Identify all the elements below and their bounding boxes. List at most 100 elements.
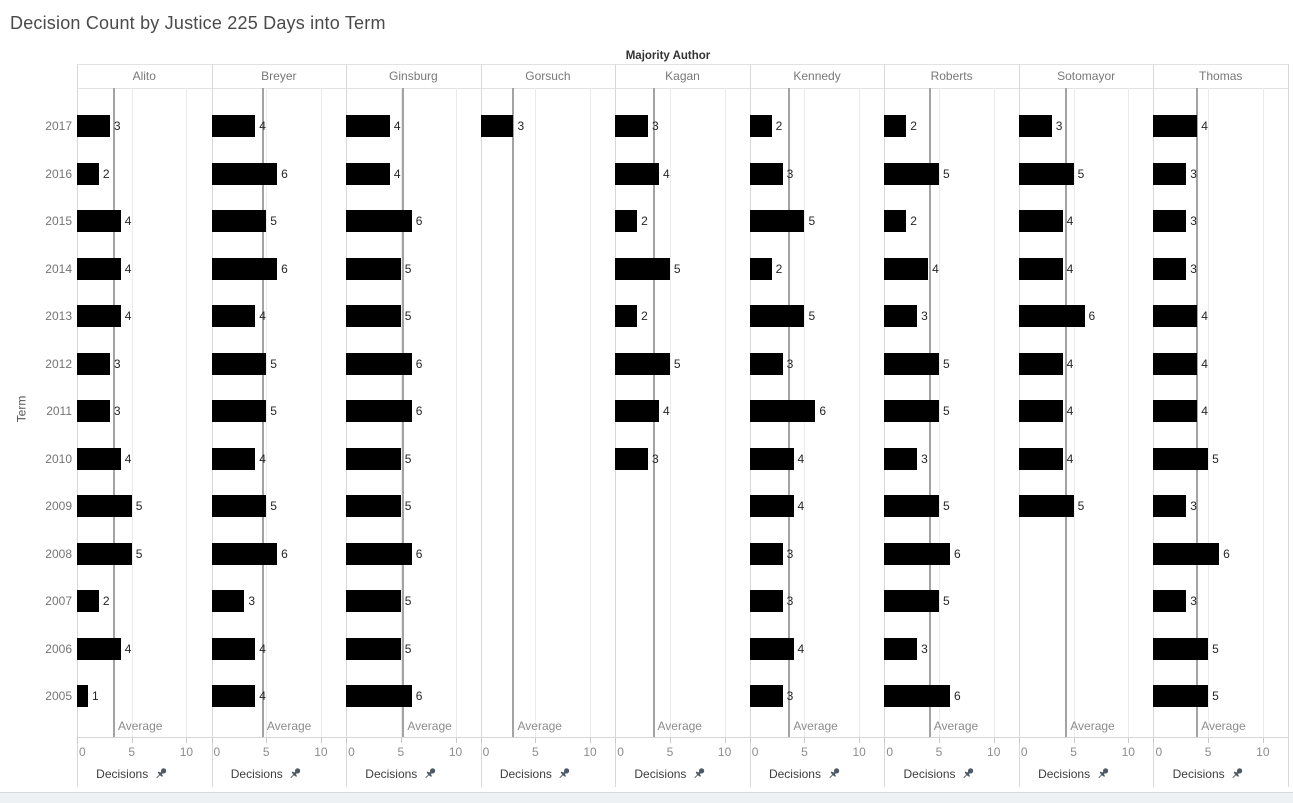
bar-mark[interactable]: [615, 447, 649, 470]
bar-mark[interactable]: [346, 685, 412, 707]
bar-mark[interactable]: [211, 210, 267, 232]
bar-mark[interactable]: [77, 400, 110, 422]
pin-icon[interactable]: [1090, 767, 1109, 781]
bar-mark[interactable]: [615, 210, 638, 232]
bar-mark[interactable]: [346, 257, 401, 280]
bar-mark[interactable]: [884, 352, 940, 375]
bar-mark[interactable]: [1153, 400, 1198, 422]
pin-icon[interactable]: [552, 767, 571, 781]
bar-mark[interactable]: [749, 257, 772, 280]
bar-mark[interactable]: [77, 162, 99, 185]
bar-mark[interactable]: [1153, 305, 1198, 327]
bar-mark[interactable]: [749, 305, 805, 327]
bar-mark[interactable]: [211, 162, 278, 185]
pin-icon[interactable]: [821, 767, 840, 781]
bar-mark[interactable]: [1018, 447, 1063, 470]
bar-mark[interactable]: [1153, 257, 1187, 280]
bar-mark[interactable]: [884, 210, 907, 232]
bar-mark[interactable]: [346, 210, 412, 232]
bar-mark[interactable]: [884, 162, 940, 185]
bar-mark[interactable]: [211, 495, 267, 517]
bar-mark[interactable]: [615, 305, 638, 327]
bar-mark[interactable]: [77, 590, 99, 612]
bar-mark[interactable]: [480, 115, 514, 137]
bar-mark[interactable]: [1018, 400, 1063, 422]
bar-mark[interactable]: [77, 685, 88, 707]
bar-mark[interactable]: [749, 685, 783, 707]
bar-mark[interactable]: [1018, 162, 1074, 185]
bar-mark[interactable]: [615, 115, 649, 137]
bar-mark[interactable]: [1153, 542, 1220, 565]
bar-mark[interactable]: [1153, 685, 1209, 707]
bar-mark[interactable]: [884, 637, 918, 660]
bar-mark[interactable]: [1018, 352, 1063, 375]
bar-mark[interactable]: [77, 305, 121, 327]
bar-mark[interactable]: [211, 352, 267, 375]
bar-mark[interactable]: [1153, 637, 1209, 660]
bar-mark[interactable]: [749, 495, 794, 517]
pin-icon[interactable]: [283, 767, 302, 781]
bar-mark[interactable]: [749, 637, 794, 660]
bar-mark[interactable]: [615, 257, 670, 280]
bar-mark[interactable]: [615, 400, 659, 422]
bar-mark[interactable]: [346, 637, 401, 660]
bar-mark[interactable]: [749, 115, 772, 137]
bar-mark[interactable]: [346, 400, 412, 422]
bar-mark[interactable]: [1018, 210, 1063, 232]
bar-mark[interactable]: [1018, 305, 1085, 327]
pin-icon[interactable]: [956, 767, 975, 781]
bar-mark[interactable]: [884, 257, 929, 280]
bar-mark[interactable]: [615, 162, 659, 185]
bar-mark[interactable]: [211, 590, 245, 612]
bar-mark[interactable]: [1018, 495, 1074, 517]
bar-mark[interactable]: [749, 542, 783, 565]
pin-icon[interactable]: [148, 767, 167, 781]
bar-mark[interactable]: [346, 305, 401, 327]
bar-mark[interactable]: [749, 210, 805, 232]
bar-mark[interactable]: [884, 305, 918, 327]
bar-mark[interactable]: [346, 447, 401, 470]
bar-mark[interactable]: [77, 637, 121, 660]
bar-mark[interactable]: [884, 447, 918, 470]
bar-mark[interactable]: [1018, 257, 1063, 280]
bar-mark[interactable]: [211, 542, 278, 565]
bar-mark[interactable]: [211, 447, 256, 470]
pin-icon[interactable]: [1225, 767, 1244, 781]
bar-mark[interactable]: [346, 542, 412, 565]
bar-mark[interactable]: [1153, 495, 1187, 517]
bar-mark[interactable]: [1153, 210, 1187, 232]
bar-mark[interactable]: [346, 352, 412, 375]
bar-mark[interactable]: [346, 590, 401, 612]
bar-mark[interactable]: [884, 590, 940, 612]
bar-mark[interactable]: [211, 115, 256, 137]
bar-mark[interactable]: [1153, 352, 1198, 375]
bar-mark[interactable]: [1153, 115, 1198, 137]
pin-icon[interactable]: [417, 767, 436, 781]
bar-mark[interactable]: [211, 685, 256, 707]
bar-mark[interactable]: [615, 352, 670, 375]
bar-mark[interactable]: [1018, 115, 1052, 137]
bar-mark[interactable]: [77, 257, 121, 280]
bar-mark[interactable]: [749, 590, 783, 612]
bar-mark[interactable]: [884, 495, 940, 517]
bar-mark[interactable]: [1153, 447, 1209, 470]
pin-icon[interactable]: [686, 767, 705, 781]
bar-mark[interactable]: [884, 115, 907, 137]
bar-mark[interactable]: [77, 210, 121, 232]
bar-mark[interactable]: [77, 542, 132, 565]
bar-mark[interactable]: [884, 400, 940, 422]
bar-mark[interactable]: [749, 400, 816, 422]
bar-mark[interactable]: [749, 447, 794, 470]
bar-mark[interactable]: [77, 115, 110, 137]
bar-mark[interactable]: [1153, 162, 1187, 185]
bar-mark[interactable]: [211, 400, 267, 422]
bar-mark[interactable]: [77, 495, 132, 517]
bar-mark[interactable]: [211, 257, 278, 280]
bar-mark[interactable]: [77, 447, 121, 470]
bar-mark[interactable]: [211, 637, 256, 660]
bar-mark[interactable]: [1153, 590, 1187, 612]
bar-mark[interactable]: [346, 495, 401, 517]
bar-mark[interactable]: [211, 305, 256, 327]
bar-mark[interactable]: [77, 352, 110, 375]
bar-mark[interactable]: [346, 162, 390, 185]
